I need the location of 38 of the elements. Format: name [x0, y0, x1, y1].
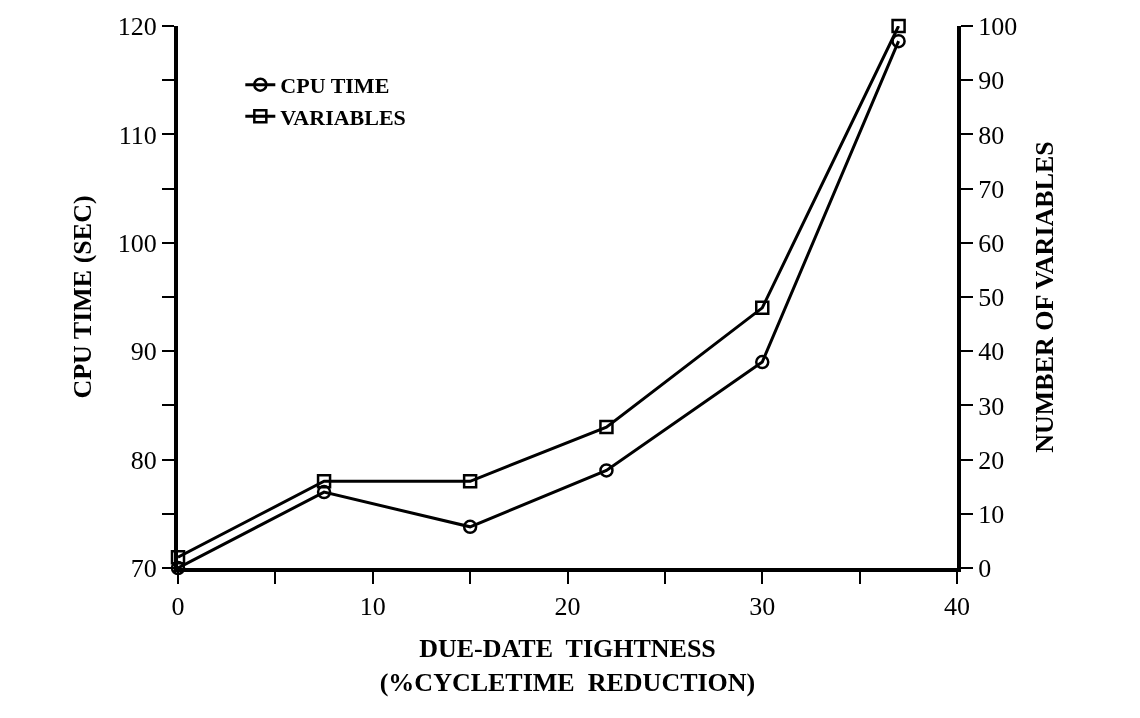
y2-tick-label: 20: [978, 445, 1005, 475]
point: [599, 463, 614, 478]
point: [462, 519, 478, 535]
y-tick-label: 100: [117, 228, 157, 258]
y2-axis-title: NUMBER OF VARIABLES: [1030, 141, 1060, 453]
y2-tick-label: 90: [978, 66, 1005, 96]
y-tick-label: 80: [130, 445, 157, 475]
legend-label: VARIABLES: [280, 104, 406, 130]
y2-tick-label: 50: [978, 283, 1005, 313]
x-axis-title: DUE-DATE TIGHTNESS (%CYCLETIME REDUCTION): [379, 634, 756, 698]
y2-tick-label: 100: [978, 12, 1018, 42]
point: [170, 549, 186, 565]
point: [891, 18, 906, 34]
point: [599, 419, 614, 435]
y2-tick-label: 70: [978, 174, 1005, 204]
x-tick-label: 0: [171, 592, 185, 622]
y2-tick-label: 0: [978, 554, 992, 584]
y-axis-title: CPU TIME (SEC): [67, 195, 97, 399]
y-tick-label: 120: [117, 12, 157, 42]
y2-tick-label: 30: [978, 391, 1005, 421]
y-tick-label: 90: [130, 337, 157, 367]
y-tick-label: 110: [118, 120, 157, 150]
x-tick-label: 10: [359, 592, 386, 622]
point: [755, 354, 770, 370]
point: [891, 33, 906, 49]
x-tick-label: 40: [944, 592, 970, 622]
x-tick-label: 20: [554, 592, 581, 622]
point: [462, 474, 478, 489]
x-tick-label: 30: [749, 592, 776, 622]
y2-tick-label: 40: [978, 337, 1005, 367]
y2-tick-label: 60: [978, 228, 1005, 258]
point: [316, 474, 332, 489]
y2-tick-label: 10: [978, 499, 1005, 529]
legend-label: CPU TIME: [280, 73, 390, 99]
y2-tick-label: 80: [978, 120, 1005, 150]
point: [316, 484, 332, 500]
y-tick-label: 70: [130, 554, 157, 584]
point: [755, 300, 770, 316]
